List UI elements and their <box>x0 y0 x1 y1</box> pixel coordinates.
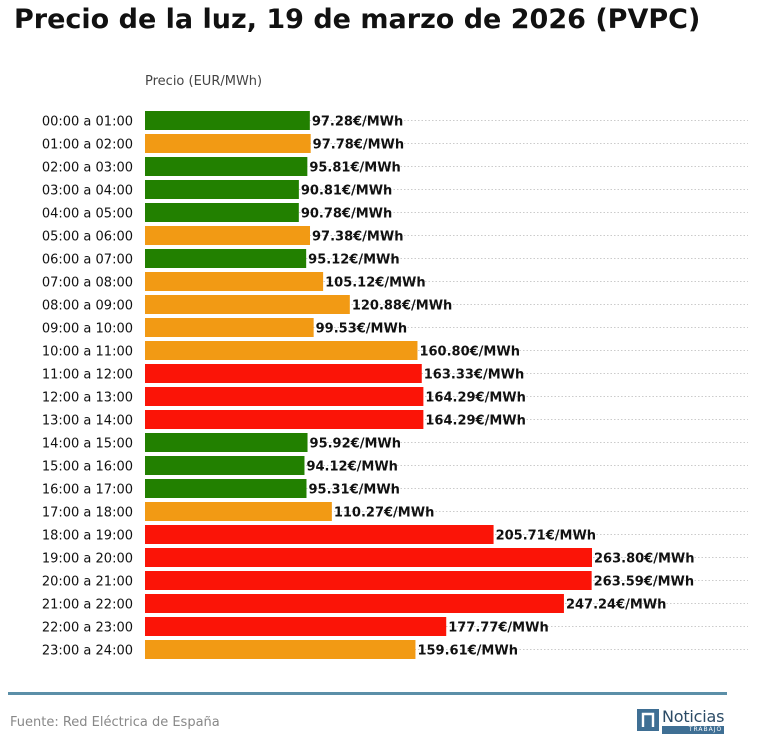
bar[interactable] <box>145 640 416 659</box>
logo-subtext: TRABAJO <box>662 726 725 734</box>
category-label: 23:00 a 24:00 <box>42 644 133 659</box>
bar[interactable] <box>145 571 592 590</box>
category-label: 11:00 a 12:00 <box>42 368 133 383</box>
bar[interactable] <box>145 295 350 314</box>
bar[interactable] <box>145 525 494 544</box>
value-label: 95.31€/MWh <box>308 483 399 498</box>
bar[interactable] <box>145 341 418 360</box>
value-label: 99.53€/MWh <box>316 322 407 337</box>
category-label: 05:00 a 06:00 <box>42 230 133 245</box>
value-label: 90.78€/MWh <box>301 207 392 222</box>
value-label: 205.71€/MWh <box>496 529 596 544</box>
value-label: 160.80€/MWh <box>419 345 520 360</box>
bar[interactable] <box>145 433 308 452</box>
logo-icon <box>637 709 659 731</box>
bar[interactable] <box>145 180 299 199</box>
value-label: 164.29€/MWh <box>425 414 526 429</box>
value-label: 159.61€/MWh <box>417 644 517 659</box>
value-label: 105.12€/MWh <box>325 276 426 291</box>
bar[interactable] <box>145 387 424 406</box>
category-label: 22:00 a 23:00 <box>42 621 133 636</box>
bar[interactable] <box>145 249 307 268</box>
chart-title: Precio de la luz, 19 de marzo de 2026 (P… <box>14 4 701 35</box>
value-label: 163.33€/MWh <box>424 368 525 383</box>
value-label: 164.29€/MWh <box>425 391 526 406</box>
logo-text: Noticias <box>662 707 725 726</box>
category-label: 06:00 a 07:00 <box>42 253 133 268</box>
category-label: 10:00 a 11:00 <box>42 345 133 360</box>
value-label: 97.28€/MWh <box>312 115 403 130</box>
value-label: 110.27€/MWh <box>334 506 435 521</box>
logo[interactable]: Noticias TRABAJO <box>637 709 724 735</box>
category-label: 17:00 a 18:00 <box>42 506 133 521</box>
value-label: 97.38€/MWh <box>312 230 403 245</box>
value-label: 95.12€/MWh <box>308 253 399 268</box>
bar[interactable] <box>145 318 314 337</box>
category-label: 07:00 a 08:00 <box>42 276 133 291</box>
bar[interactable] <box>145 272 324 291</box>
x-axis-label: Precio (EUR/MWh) <box>145 74 263 89</box>
value-label: 120.88€/MWh <box>352 299 453 314</box>
bar[interactable] <box>145 479 307 498</box>
bar[interactable] <box>145 111 310 130</box>
category-label: 13:00 a 14:00 <box>42 414 133 429</box>
category-label: 20:00 a 21:00 <box>42 575 133 590</box>
category-label: 12:00 a 13:00 <box>42 391 133 406</box>
bar[interactable] <box>145 157 308 176</box>
bar[interactable] <box>145 456 305 475</box>
category-label: 09:00 a 10:00 <box>42 322 133 337</box>
bar[interactable] <box>145 502 332 521</box>
category-label: 14:00 a 15:00 <box>42 437 133 452</box>
category-label: 16:00 a 17:00 <box>42 483 133 498</box>
value-label: 97.78€/MWh <box>313 138 404 153</box>
bar[interactable] <box>145 594 564 613</box>
category-label: 08:00 a 09:00 <box>42 299 133 314</box>
value-label: 95.81€/MWh <box>309 161 400 176</box>
category-label: 21:00 a 22:00 <box>42 598 133 613</box>
category-label: 02:00 a 03:00 <box>42 161 133 176</box>
category-label: 18:00 a 19:00 <box>42 529 133 544</box>
value-label: 177.77€/MWh <box>448 621 548 636</box>
category-label: 03:00 a 04:00 <box>42 184 133 199</box>
footer-divider <box>8 692 727 695</box>
bar[interactable] <box>145 364 422 383</box>
category-label: 00:00 a 01:00 <box>42 115 133 130</box>
bar[interactable] <box>145 548 592 567</box>
bar[interactable] <box>145 134 311 153</box>
bar[interactable] <box>145 226 311 245</box>
category-label: 15:00 a 16:00 <box>42 460 133 475</box>
category-label: 04:00 a 05:00 <box>42 207 133 222</box>
value-label: 263.59€/MWh <box>594 575 695 590</box>
value-label: 90.81€/MWh <box>301 184 392 199</box>
bar[interactable] <box>145 203 299 222</box>
bar-chart: 00:00 a 01:00 97.28€/MWh 01:00 a 02:00 97.7… <box>42 111 748 659</box>
value-label: 263.80€/MWh <box>594 552 695 567</box>
value-label: 94.12€/MWh <box>306 460 397 475</box>
category-label: 19:00 a 20:00 <box>42 552 133 567</box>
value-label: 95.92€/MWh <box>310 437 401 452</box>
category-label: 01:00 a 02:00 <box>42 138 133 153</box>
value-label: 247.24€/MWh <box>566 598 667 613</box>
source-note: Fuente: Red Eléctrica de España <box>10 715 220 730</box>
bar[interactable] <box>145 617 447 636</box>
bar[interactable] <box>145 410 424 429</box>
